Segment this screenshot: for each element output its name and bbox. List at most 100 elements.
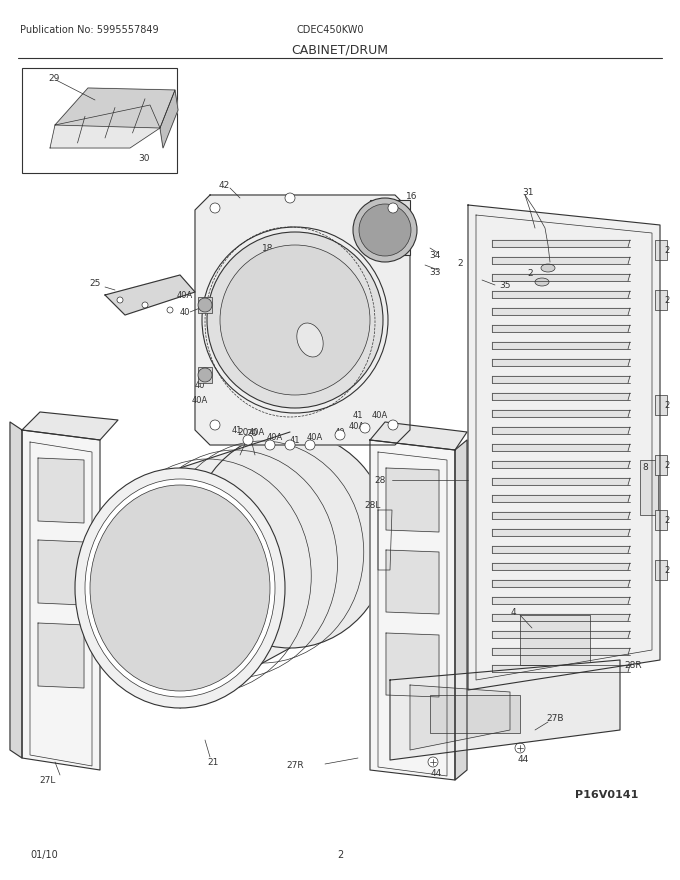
- Bar: [370, 200, 410, 255]
- Bar: [655, 395, 667, 415]
- Ellipse shape: [85, 479, 275, 697]
- Text: 25: 25: [89, 278, 101, 288]
- Text: 8: 8: [642, 463, 648, 472]
- Text: 2: 2: [664, 400, 670, 409]
- Polygon shape: [410, 685, 510, 750]
- Polygon shape: [370, 422, 467, 450]
- Text: 2: 2: [664, 296, 670, 304]
- Ellipse shape: [535, 278, 549, 286]
- Polygon shape: [180, 432, 390, 708]
- Circle shape: [285, 193, 295, 203]
- Text: 28: 28: [374, 475, 386, 485]
- Polygon shape: [10, 422, 22, 758]
- Bar: [655, 290, 667, 310]
- Text: 18: 18: [262, 326, 274, 334]
- Polygon shape: [492, 308, 630, 315]
- Polygon shape: [492, 495, 630, 502]
- Text: 33: 33: [429, 268, 441, 276]
- Polygon shape: [492, 478, 630, 485]
- Bar: [22, 68, 177, 173]
- Polygon shape: [38, 540, 84, 605]
- Text: 2: 2: [664, 516, 670, 524]
- Ellipse shape: [190, 432, 390, 648]
- Circle shape: [285, 440, 295, 450]
- Text: 2: 2: [664, 566, 670, 575]
- Text: 40: 40: [335, 428, 345, 436]
- Polygon shape: [150, 618, 195, 648]
- Text: 34: 34: [429, 251, 441, 260]
- Text: Publication No: 5995557849: Publication No: 5995557849: [20, 25, 158, 35]
- Polygon shape: [160, 90, 178, 148]
- Text: 18: 18: [294, 266, 306, 275]
- Polygon shape: [386, 468, 439, 532]
- Polygon shape: [22, 430, 100, 770]
- Circle shape: [198, 298, 212, 312]
- Circle shape: [388, 420, 398, 430]
- Polygon shape: [492, 631, 630, 638]
- Text: 17: 17: [364, 217, 376, 226]
- Text: 2: 2: [664, 460, 670, 470]
- Circle shape: [198, 368, 212, 382]
- Text: 41: 41: [232, 426, 242, 435]
- Text: 40A: 40A: [192, 395, 208, 405]
- Polygon shape: [38, 623, 84, 688]
- Circle shape: [243, 435, 253, 445]
- Polygon shape: [492, 563, 630, 570]
- Circle shape: [210, 203, 220, 213]
- Bar: [655, 560, 667, 580]
- Text: 01/10: 01/10: [30, 850, 58, 860]
- Ellipse shape: [75, 468, 285, 708]
- Text: 2: 2: [457, 259, 463, 268]
- Text: 18: 18: [233, 356, 243, 364]
- Text: 2: 2: [527, 268, 533, 277]
- Circle shape: [117, 297, 123, 303]
- Text: 42: 42: [218, 180, 230, 189]
- Polygon shape: [492, 359, 630, 366]
- Text: 27B: 27B: [546, 714, 564, 722]
- Polygon shape: [492, 410, 630, 417]
- Polygon shape: [492, 665, 630, 672]
- Bar: [198, 297, 212, 313]
- Polygon shape: [492, 240, 630, 247]
- Polygon shape: [492, 393, 630, 400]
- Text: 40A: 40A: [372, 410, 388, 420]
- Text: 18: 18: [250, 365, 260, 375]
- Circle shape: [359, 204, 411, 256]
- Text: 4: 4: [510, 607, 516, 617]
- Bar: [520, 615, 590, 665]
- Polygon shape: [492, 546, 630, 553]
- Text: 30: 30: [138, 153, 150, 163]
- Polygon shape: [492, 427, 630, 434]
- Circle shape: [428, 757, 438, 767]
- Text: 35: 35: [499, 281, 511, 290]
- Polygon shape: [386, 550, 439, 614]
- Polygon shape: [468, 205, 660, 690]
- Text: 2: 2: [664, 246, 670, 254]
- Text: 27R: 27R: [286, 760, 304, 769]
- Circle shape: [220, 245, 370, 395]
- Text: 40A: 40A: [249, 428, 265, 436]
- Text: P16V0141: P16V0141: [575, 790, 639, 800]
- Circle shape: [360, 423, 370, 433]
- Circle shape: [515, 743, 525, 753]
- Circle shape: [265, 440, 275, 450]
- Bar: [640, 460, 658, 515]
- Text: 40: 40: [180, 307, 190, 317]
- Polygon shape: [492, 614, 630, 621]
- Circle shape: [335, 430, 345, 440]
- Circle shape: [167, 307, 173, 313]
- Text: 20: 20: [246, 429, 258, 437]
- Circle shape: [142, 302, 148, 308]
- Polygon shape: [220, 578, 250, 618]
- Text: 41: 41: [353, 410, 363, 420]
- Bar: [655, 240, 667, 260]
- Polygon shape: [195, 195, 410, 445]
- Text: 18: 18: [262, 244, 274, 253]
- Polygon shape: [386, 633, 439, 697]
- Bar: [198, 367, 212, 383]
- Polygon shape: [492, 376, 630, 383]
- Circle shape: [207, 232, 383, 408]
- Text: 40: 40: [194, 380, 205, 390]
- Polygon shape: [105, 275, 195, 315]
- Polygon shape: [455, 440, 467, 780]
